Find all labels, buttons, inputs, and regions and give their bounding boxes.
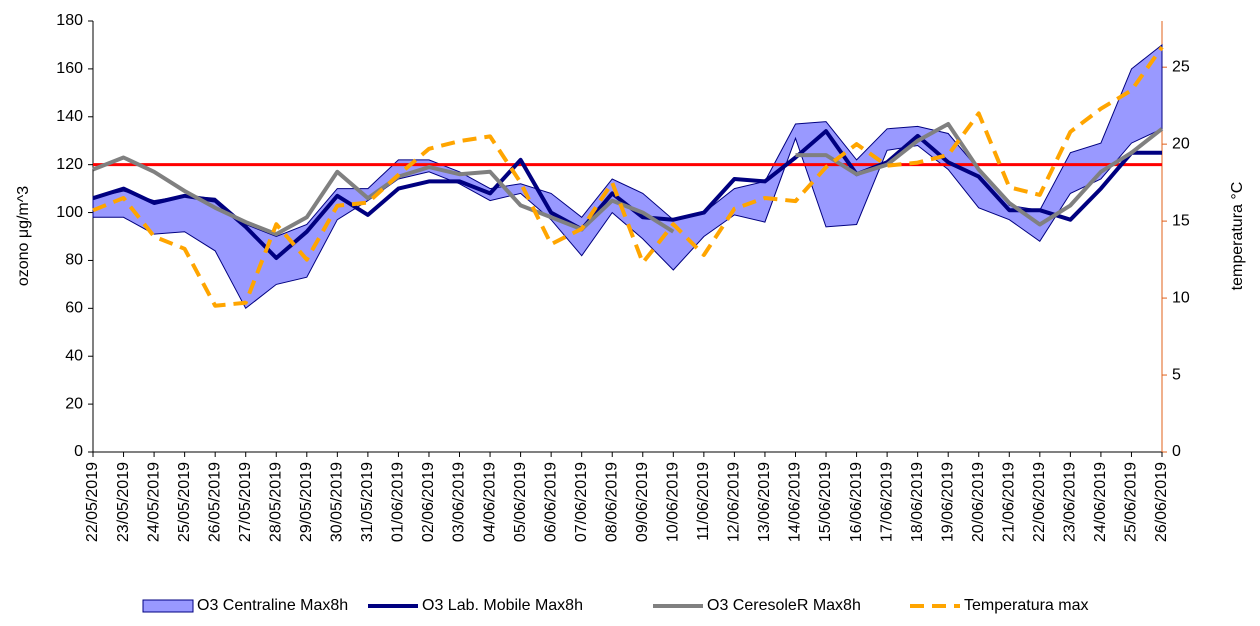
x-tick-label: 21/06/2019 [1001, 462, 1018, 542]
x-tick-label: 25/06/2019 [1123, 462, 1140, 542]
y-tick-label: 100 [56, 204, 83, 221]
legend-label: O3 Centraline Max8h [197, 597, 348, 614]
y-axis-label: ozono μg/m^3 [15, 186, 32, 286]
y2-tick-label: 20 [1172, 135, 1190, 152]
x-tick-label: 24/06/2019 [1092, 462, 1109, 542]
x-tick-label: 26/05/2019 [206, 462, 223, 542]
x-tick-label: 23/06/2019 [1062, 462, 1079, 542]
y-tick-label: 0 [74, 443, 83, 460]
band-area [92, 43, 1163, 310]
y2-tick-label: 0 [1172, 443, 1181, 460]
x-tick-label: 10/06/2019 [665, 462, 682, 542]
x-tick-label: 26/06/2019 [1153, 462, 1170, 542]
y2-axis-label: temperatura °C [1229, 182, 1246, 291]
x-tick-label: 11/06/2019 [695, 462, 712, 541]
x-tick-label: 12/06/2019 [726, 462, 743, 542]
x-tick-label: 18/06/2019 [909, 462, 926, 542]
x-tick-label: 23/05/2019 [115, 462, 132, 542]
x-tick-label: 02/06/2019 [420, 462, 437, 542]
x-tick-label: 04/06/2019 [481, 462, 498, 542]
y-tick-label: 60 [65, 300, 83, 317]
legend-label: O3 Lab. Mobile Max8h [422, 597, 583, 614]
x-tick-label: 20/06/2019 [970, 462, 987, 542]
y-tick-label: 20 [65, 395, 83, 412]
y2-tick-label: 25 [1172, 58, 1190, 75]
y-tick-label: 140 [56, 108, 83, 125]
x-tick-label: 25/05/2019 [176, 462, 193, 542]
x-tick-label: 31/05/2019 [359, 462, 376, 542]
x-tick-label: 01/06/2019 [390, 462, 407, 542]
x-tick-label: 15/06/2019 [817, 462, 834, 542]
legend-swatch [142, 599, 194, 613]
x-tick-label: 28/05/2019 [267, 462, 284, 542]
x-tick-label: 30/05/2019 [329, 462, 346, 542]
x-tick-label: 08/06/2019 [603, 462, 620, 542]
x-tick-label: 07/06/2019 [573, 462, 590, 542]
legend-label: O3 CeresoleR Max8h [707, 597, 861, 614]
y-tick-label: 180 [56, 12, 83, 29]
x-tick-label: 27/05/2019 [237, 462, 254, 542]
x-tick-label: 14/06/2019 [787, 462, 804, 542]
legend-label: Temperatura max [964, 597, 1089, 614]
x-tick-label: 17/06/2019 [878, 462, 895, 542]
series-line [92, 122, 1164, 237]
x-tick-label: 06/06/2019 [542, 462, 559, 542]
y2-tick-label: 15 [1172, 212, 1190, 229]
x-tick-label: 22/05/2019 [84, 462, 101, 542]
x-tick-label: 13/06/2019 [756, 462, 773, 542]
y-tick-label: 80 [65, 252, 83, 269]
x-tick-label: 09/06/2019 [634, 462, 651, 542]
y-tick-label: 120 [56, 156, 83, 173]
y2-tick-label: 5 [1172, 366, 1181, 383]
x-tick-label: 16/06/2019 [848, 462, 865, 542]
x-tick-label: 22/06/2019 [1031, 462, 1048, 542]
x-tick-label: 24/05/2019 [145, 462, 162, 542]
y-tick-label: 40 [65, 347, 83, 364]
x-tick-label: 03/06/2019 [451, 462, 468, 542]
x-tick-label: 05/06/2019 [512, 462, 529, 542]
y2-tick-label: 10 [1172, 289, 1190, 306]
x-tick-label: 19/06/2019 [939, 462, 956, 542]
y-tick-label: 160 [56, 60, 83, 77]
x-tick-label: 29/05/2019 [298, 462, 315, 542]
